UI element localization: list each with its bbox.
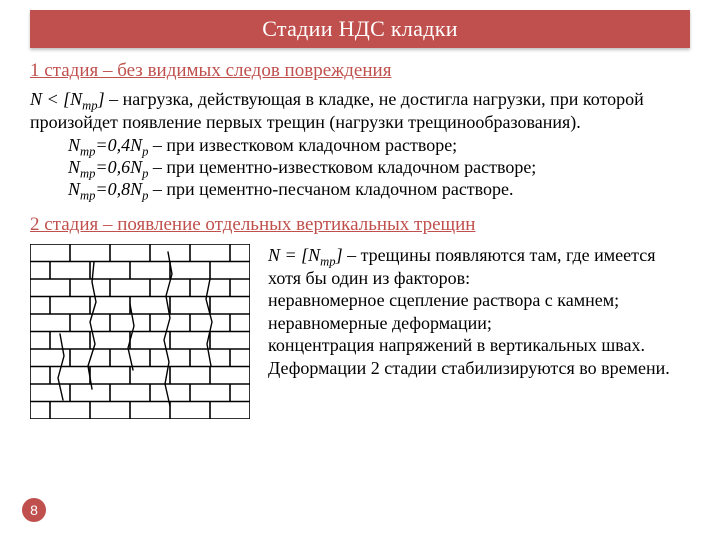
stage2-heading: 2 стадия – появление отдельных вертикаль… <box>30 214 690 236</box>
formula-row: Nтр=0,6Nр – при цементно-известковом кла… <box>68 157 690 178</box>
stage1-heading: 1 стадия – без видимых следов повреждени… <box>30 60 690 82</box>
stage2-text: N = [Nтр] – трещины появляются там, где … <box>268 244 690 424</box>
formula-lhs: Nтр=0,6Nр <box>68 157 148 177</box>
brick-svg <box>30 244 250 419</box>
title-bar: Стадии НДС кладки <box>30 10 690 48</box>
stage2-row: N = [Nтр] – трещины появляются там, где … <box>30 244 690 424</box>
page-number: 8 <box>30 502 38 518</box>
slide-body: 1 стадия – без видимых следов повреждени… <box>30 56 690 424</box>
page-number-badge: 8 <box>22 498 46 522</box>
slide: Стадии НДС кладки 1 стадия – без видимых… <box>0 0 720 540</box>
stage1-intro: N < [Nтр] – нагрузка, действующая в клад… <box>30 88 690 133</box>
slide-title: Стадии НДС кладки <box>262 16 458 42</box>
stage1-formula-list: Nтр=0,4Nр – при известковом кладочном ра… <box>30 135 690 200</box>
brick-diagram <box>30 244 250 424</box>
formula-lhs: Nтр=0,8Nр <box>68 179 148 199</box>
formula-row: Nтр=0,4Nр – при известковом кладочном ра… <box>68 135 690 156</box>
formula-rhs: – при известковом кладочном растворе; <box>148 135 457 155</box>
formula-rhs: – при цементно-известковом кладочном рас… <box>148 157 536 177</box>
formula-lhs: Nтр=0,4Nр <box>68 135 148 155</box>
formula-rhs: – при цементно-песчаном кладочном раство… <box>148 179 513 199</box>
formula-row: Nтр=0,8Nр – при цементно-песчаном кладоч… <box>68 179 690 200</box>
